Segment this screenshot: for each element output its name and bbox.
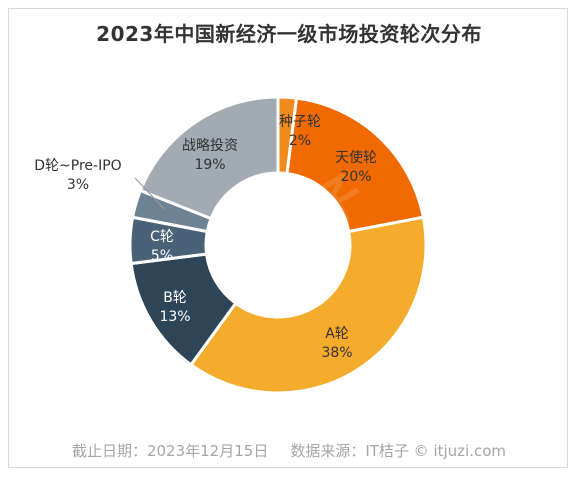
slice-label-0: 种子轮 (279, 114, 321, 130)
chart-title: 2023年中国新经济一级市场投资轮次分布 (96, 22, 482, 46)
footer-source: 数据来源：IT桔子 © itjuzi.com (290, 442, 507, 460)
slice-value-3: 13% (159, 309, 190, 325)
slice-labels: 种子轮 2% 天使轮 20% A轮 38% B轮 13% C轮 5% D轮~Pre-IPO 3% 战略投… (34, 114, 377, 361)
slice-value-1: 20% (340, 169, 371, 185)
slice-value-0: 2% (289, 133, 311, 149)
slice-2 (188, 215, 428, 395)
slice-label-4: C轮 (150, 229, 174, 245)
slice-6 (138, 95, 280, 221)
slice-label-6: 战略投资 (182, 138, 238, 154)
slice-label-3: B轮 (163, 290, 187, 306)
slice-label-1: 天使轮 (335, 149, 377, 166)
slice-value-4: 5% (151, 248, 173, 264)
slice-value-2: 38% (321, 345, 352, 361)
donut-slices (128, 95, 428, 395)
leader-line (134, 177, 166, 211)
slice-value-6: 19% (194, 157, 225, 173)
slice-value-5: 3% (67, 177, 89, 193)
slice-1 (285, 96, 426, 234)
slice-label-2: A轮 (325, 326, 349, 342)
footer-date: 截止日期：2023年12月15日 (71, 442, 269, 460)
footer: 截止日期：2023年12月15日 数据来源：IT桔子 © itjuzi.com (0, 440, 578, 461)
slice-label-5: D轮~Pre-IPO (34, 158, 121, 174)
